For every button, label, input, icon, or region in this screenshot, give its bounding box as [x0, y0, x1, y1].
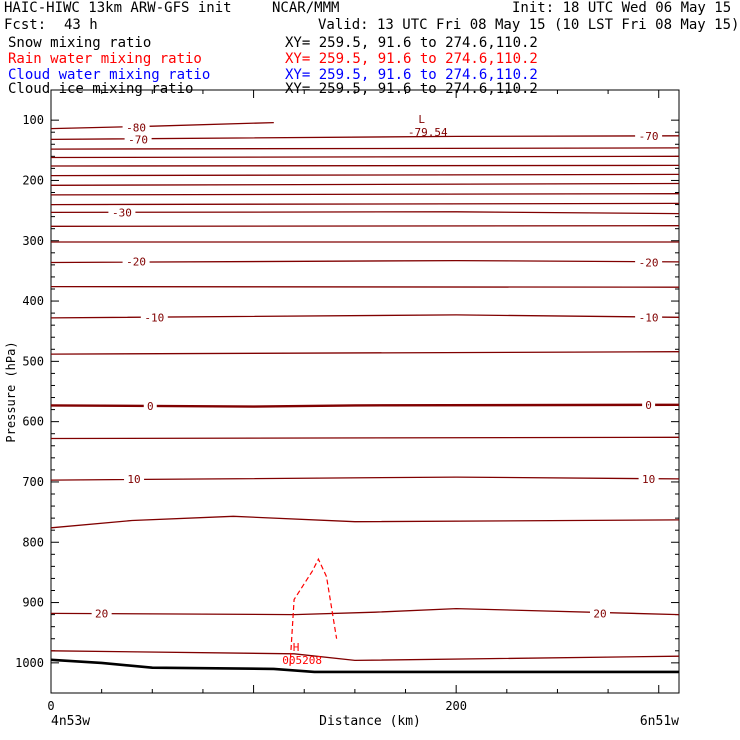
contour-label: -70	[128, 133, 148, 146]
contour-label-bg	[124, 471, 145, 485]
field-name-snow: Snow mixing ratio	[8, 35, 152, 51]
isotherm-line	[50, 211, 680, 215]
isotherm-line	[50, 147, 680, 150]
contour-label-bg	[108, 205, 136, 219]
y-tick-label: 600	[22, 415, 44, 429]
contour-label-bg	[122, 254, 150, 268]
field-xy-cloud-ice: XY= 259.5, 91.6 to 274.6,110.2	[285, 81, 538, 97]
isotherm-line	[50, 259, 680, 264]
isotherm-line	[50, 155, 680, 159]
contour-label: 20	[95, 607, 108, 620]
isotherm-line	[50, 202, 680, 206]
contour-label-bg	[91, 606, 112, 620]
contour-label: -30	[112, 206, 132, 219]
isotherm-line	[50, 314, 680, 319]
valid-time: Valid: 13 UTC Fri 08 May 15 (10 LST Fri …	[318, 17, 740, 33]
x-right-endpoint: 6n51w	[640, 714, 679, 729]
extremum-letter: H	[293, 641, 300, 654]
extremum-letter: L	[418, 113, 425, 126]
contour-label-bg	[638, 471, 659, 485]
center-label: NCAR/MMM	[272, 0, 340, 16]
contour-label-bg	[635, 255, 663, 269]
isotherm-line	[50, 164, 680, 167]
contour-label: 0	[147, 400, 154, 413]
field-name-cloud-water: Cloud water mixing ratio	[8, 67, 211, 83]
contour-label-bg	[635, 310, 663, 324]
contour-label-bg	[642, 397, 656, 411]
isotherm-line	[50, 515, 680, 529]
plot-frame	[50, 89, 680, 694]
y-axis-label: Pressure (hPa)	[4, 341, 18, 442]
extremum-value: -79.54	[408, 126, 448, 139]
contour-label: -10	[144, 311, 164, 324]
extremum-value: 005208	[282, 654, 322, 667]
isotherm-line	[50, 285, 680, 288]
forecast-hours: 43 h	[64, 17, 98, 33]
isotherm-line	[50, 135, 680, 141]
field-xy-snow: XY= 259.5, 91.6 to 274.6,110.2	[285, 35, 538, 51]
forecast-label: Fcst:	[4, 17, 47, 33]
x-tick-label: 200	[445, 699, 467, 713]
contour-label-bg	[589, 606, 610, 620]
contour-label: 20	[593, 607, 606, 620]
y-tick-label: 1000	[15, 656, 44, 670]
contour-label: -70	[639, 130, 659, 143]
model-title: HAIC-HIWC 13km ARW-GFS init	[4, 0, 232, 16]
y-tick-label: 400	[22, 294, 44, 308]
contour-label-bg	[635, 128, 663, 142]
field-name-cloud-ice: Cloud ice mixing ratio	[8, 81, 194, 97]
contour-label-bg	[122, 120, 150, 134]
field-name-rain: Rain water mixing ratio	[8, 51, 202, 67]
y-tick-label: 700	[22, 475, 44, 489]
y-tick-label: 800	[22, 535, 44, 549]
field-xy-rain: XY= 259.5, 91.6 to 274.6,110.2	[285, 51, 538, 67]
y-tick-label: 100	[22, 113, 44, 127]
terrain-line	[50, 658, 679, 674]
isotherm-line	[50, 225, 680, 227]
isotherm-line	[50, 351, 680, 355]
contour-label-bg	[140, 310, 168, 324]
isotherm-line	[50, 182, 680, 186]
contour-label-bg	[124, 132, 152, 146]
isotherm-line	[50, 121, 274, 130]
contour-label: 10	[127, 473, 140, 486]
y-tick-label: 200	[22, 173, 44, 187]
isotherm-line	[50, 476, 680, 481]
x-axis-label: Distance (km)	[319, 714, 421, 729]
contour-label: 10	[642, 473, 655, 486]
contour-label: 0	[645, 399, 652, 412]
rain-contour	[289, 557, 338, 666]
contour-label: -80	[126, 121, 146, 134]
isotherm-line	[50, 650, 680, 662]
isotherm-line	[50, 436, 680, 440]
y-tick-label: 900	[22, 596, 44, 610]
contour-label: -10	[639, 311, 659, 324]
field-xy-cloud-water: XY= 259.5, 91.6 to 274.6,110.2	[285, 67, 538, 83]
init-time: Init: 18 UTC Wed 06 May 15	[512, 0, 732, 16]
isotherm-line	[50, 607, 680, 616]
y-tick-label: 500	[22, 354, 44, 368]
isotherm-line	[50, 193, 680, 196]
x-tick-label: 0	[47, 699, 54, 713]
x-left-endpoint: 4n53w	[51, 714, 90, 729]
y-tick-label: 300	[22, 234, 44, 248]
contour-label: -20	[639, 256, 659, 269]
isotherm-line	[50, 173, 680, 177]
contour-label: -20	[126, 255, 146, 268]
contour-label-bg	[143, 398, 157, 412]
